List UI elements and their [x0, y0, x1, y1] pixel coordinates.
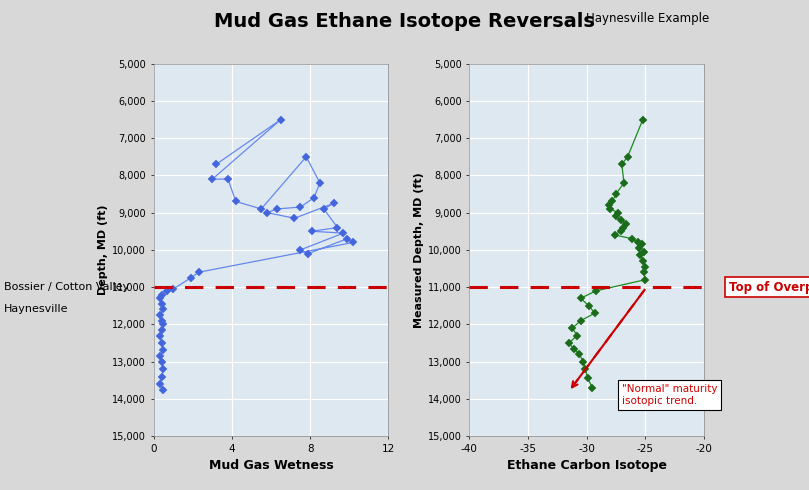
Text: Top of Overpressure: Top of Overpressure — [729, 281, 809, 294]
X-axis label: Mud Gas Wetness: Mud Gas Wetness — [209, 459, 333, 472]
Y-axis label: Measured Depth, MD (ft): Measured Depth, MD (ft) — [413, 172, 424, 328]
Text: "Normal" maturity
isotopic trend.: "Normal" maturity isotopic trend. — [621, 384, 718, 406]
X-axis label: Ethane Carbon Isotope: Ethane Carbon Isotope — [506, 459, 667, 472]
Text: Haynesville: Haynesville — [4, 304, 69, 314]
Text: Haynesville Example: Haynesville Example — [586, 12, 709, 25]
Y-axis label: Depth, MD (ft): Depth, MD (ft) — [98, 205, 108, 295]
Text: Bossier / Cotton Valley: Bossier / Cotton Valley — [4, 282, 129, 292]
Text: Mud Gas Ethane Isotope Reversals: Mud Gas Ethane Isotope Reversals — [214, 12, 595, 31]
